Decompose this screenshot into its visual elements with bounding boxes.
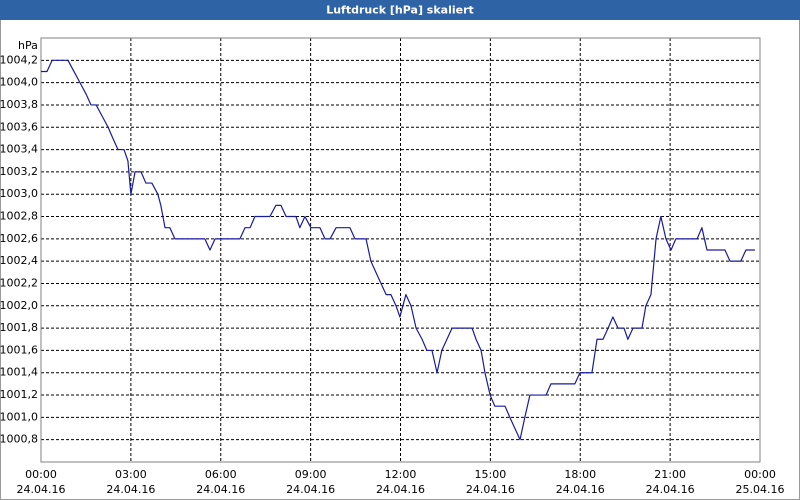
- x-tick-date: 24.04.16: [556, 483, 605, 496]
- x-tick-label: 09:00: [295, 468, 327, 481]
- y-tick-label: 1003,6: [0, 120, 38, 133]
- plot-frame: [40, 37, 761, 463]
- x-tick-label: 21:00: [654, 468, 686, 481]
- y-tick-label: 1002,2: [0, 276, 38, 289]
- y-tick-label: 1001,8: [0, 321, 38, 334]
- y-tick-label: 1003,4: [0, 143, 38, 156]
- x-tick-date: 25.04.16: [736, 483, 785, 496]
- x-tick-date: 24.04.16: [466, 483, 515, 496]
- x-tick-date: 24.04.16: [106, 483, 155, 496]
- x-tick-label: 06:00: [205, 468, 237, 481]
- y-tick-label: 1001,2: [0, 388, 38, 401]
- y-tick-label: 1002,8: [0, 210, 38, 223]
- x-tick-date: 24.04.16: [286, 483, 335, 496]
- x-tick-label: 03:00: [115, 468, 147, 481]
- y-tick-label: 1001,0: [0, 410, 38, 423]
- y-tick-label: 1002,6: [0, 232, 38, 245]
- x-tick-label: 12:00: [385, 468, 417, 481]
- y-tick-label: 1002,4: [0, 254, 38, 267]
- y-tick-label: 1000,8: [0, 433, 38, 446]
- y-tick-label: 1002,0: [0, 299, 38, 312]
- x-tick-date: 24.04.16: [646, 483, 695, 496]
- title-bar: [0, 0, 800, 20]
- x-tick-label: 15:00: [475, 468, 507, 481]
- chart-title: Luftdruck [hPa] skaliert: [326, 4, 474, 17]
- x-tick-label: 00:00: [25, 468, 57, 481]
- y-tick-label: 1001,6: [0, 343, 38, 356]
- x-tick-date: 24.04.16: [196, 483, 245, 496]
- x-tick-date: 24.04.16: [376, 483, 425, 496]
- y-tick-label: 1003,8: [0, 98, 38, 111]
- y-unit: hPa: [18, 39, 38, 52]
- x-tick-label: 00:00: [744, 468, 776, 481]
- y-tick-label: 1003,2: [0, 165, 38, 178]
- y-tick-label: 1003,0: [0, 187, 38, 200]
- pressure-line: [41, 59, 755, 441]
- y-tick-label: 1004,2: [0, 53, 38, 66]
- y-tick-label: 1004,0: [0, 76, 38, 89]
- x-tick-label: 18:00: [564, 468, 596, 481]
- y-tick-label: 1001,4: [0, 366, 38, 379]
- x-tick-date: 24.04.16: [17, 483, 66, 496]
